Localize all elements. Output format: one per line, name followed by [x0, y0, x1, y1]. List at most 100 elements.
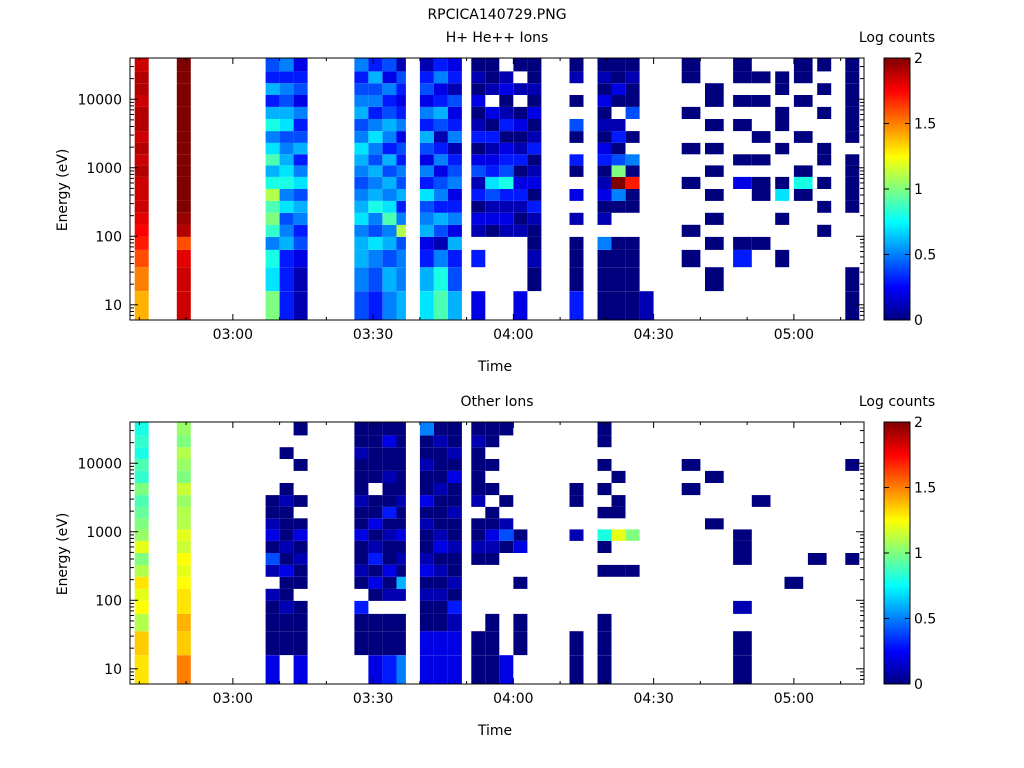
heatmap-cell — [279, 291, 294, 320]
heatmap-cell — [527, 119, 542, 132]
heatmap-cell — [176, 422, 191, 436]
heatmap-cell — [447, 470, 462, 483]
heatmap-cell — [279, 131, 294, 143]
heatmap-cell — [471, 495, 486, 507]
heatmap-cells — [134, 422, 860, 684]
heatmap-cell — [176, 95, 191, 107]
y-tick-label: 10 — [104, 298, 122, 314]
heatmap-cell — [625, 131, 640, 143]
heatmap-cell — [527, 176, 542, 189]
heatmap-cell — [382, 95, 397, 107]
heatmap-cell — [293, 529, 308, 541]
heatmap-cell — [433, 267, 448, 292]
heatmap-cell — [499, 154, 514, 166]
heatmap-cell — [354, 236, 369, 250]
heatmap-cell — [845, 106, 860, 119]
heatmap-cell — [419, 224, 434, 237]
heatmap-cell — [447, 119, 462, 132]
heatmap-cell — [419, 518, 434, 530]
heatmap-cell — [513, 631, 528, 656]
heatmap-cell — [485, 529, 500, 541]
heatmap-cell — [625, 83, 640, 95]
heatmap-cell — [176, 470, 191, 483]
heatmap-cell — [265, 176, 280, 189]
heatmap-cell — [597, 236, 612, 250]
heatmap-cell — [433, 189, 448, 201]
heatmap-cell — [176, 291, 191, 320]
heatmap-cell — [447, 447, 462, 459]
heatmap-cell — [293, 553, 308, 565]
heatmap-cell — [176, 495, 191, 507]
heatmap-cell — [611, 236, 626, 250]
heatmap-cell — [447, 576, 462, 589]
heatmap-cell — [176, 200, 191, 213]
heatmap-cell — [396, 655, 406, 684]
heatmap-cell — [396, 142, 406, 155]
heatmap-cell — [817, 58, 832, 72]
heatmap-cell — [597, 249, 612, 268]
y-axis-label: Energy (eV) — [55, 513, 71, 596]
heatmap-cell — [382, 447, 397, 459]
heatmap-cell — [419, 189, 434, 201]
heatmap-cell — [396, 71, 406, 84]
heatmap-cell — [433, 576, 448, 589]
heatmap-cell — [368, 189, 383, 201]
heatmap-cell — [447, 95, 462, 107]
heatmap-cell — [625, 154, 640, 166]
heatmap-cell — [293, 564, 308, 577]
heatmap-cell — [807, 553, 827, 565]
heatmap-cell — [845, 58, 860, 72]
colorbar-label: Log counts — [859, 30, 935, 46]
heatmap-cell — [279, 600, 294, 614]
heatmap-cell — [176, 236, 191, 250]
heatmap-cell — [354, 249, 369, 268]
heatmap-cell — [485, 200, 500, 213]
heatmap-cell — [396, 540, 406, 553]
heatmap-cell — [471, 540, 486, 553]
heatmap-cell — [527, 95, 542, 107]
heatmap-cell — [485, 58, 500, 72]
heatmap-cell — [611, 176, 626, 189]
heatmap-cell — [751, 71, 771, 84]
heatmap-cell — [293, 83, 308, 95]
heatmap-cell — [134, 529, 149, 541]
heatmap-cell — [354, 176, 369, 189]
y-tick-label: 100 — [95, 593, 122, 609]
heatmap-cell — [265, 553, 280, 565]
heatmap-cell — [265, 58, 280, 72]
heatmap-cell — [293, 631, 308, 656]
heatmap-cell — [485, 142, 500, 155]
heatmap-cell — [382, 176, 397, 189]
heatmap-cell — [396, 267, 406, 292]
heatmap-cell — [368, 655, 383, 684]
heatmap-cell — [597, 459, 612, 471]
heatmap-cell — [293, 106, 308, 119]
heatmap-cell — [625, 291, 640, 320]
heatmap-cell — [681, 249, 701, 268]
heatmap-cell — [733, 655, 752, 684]
heatmap-cell — [176, 106, 191, 119]
heatmap-cell — [447, 422, 462, 436]
panel-h-he-ions: H+ He++ Ions Log counts Energy (eV) Time… — [55, 30, 936, 375]
x-tick-label: 05:00 — [774, 327, 814, 343]
heatmap-cell — [419, 249, 434, 268]
heatmap-cell — [433, 631, 448, 656]
panel-other-ions: Other Ions Log counts Energy (eV) Time 0… — [55, 394, 936, 739]
heatmap-cell — [354, 165, 369, 177]
heatmap-cell — [396, 529, 406, 541]
heatmap-cell — [527, 71, 542, 84]
heatmap-cell — [499, 106, 514, 119]
heatmap-cell — [176, 71, 191, 84]
colorbar-tick-label: 0 — [914, 677, 923, 693]
heatmap-cell — [447, 495, 462, 507]
heatmap-cell — [597, 483, 612, 496]
heatmap-cell — [354, 459, 369, 471]
heatmap-cell — [499, 95, 514, 107]
heatmap-cell — [705, 470, 724, 483]
heatmap-cell — [639, 291, 654, 320]
heatmap-cell — [705, 189, 724, 201]
heatmap-cell — [471, 71, 486, 84]
heatmap-cell — [382, 576, 397, 589]
heatmap-cell — [354, 154, 369, 166]
heatmap-cell — [265, 291, 280, 320]
